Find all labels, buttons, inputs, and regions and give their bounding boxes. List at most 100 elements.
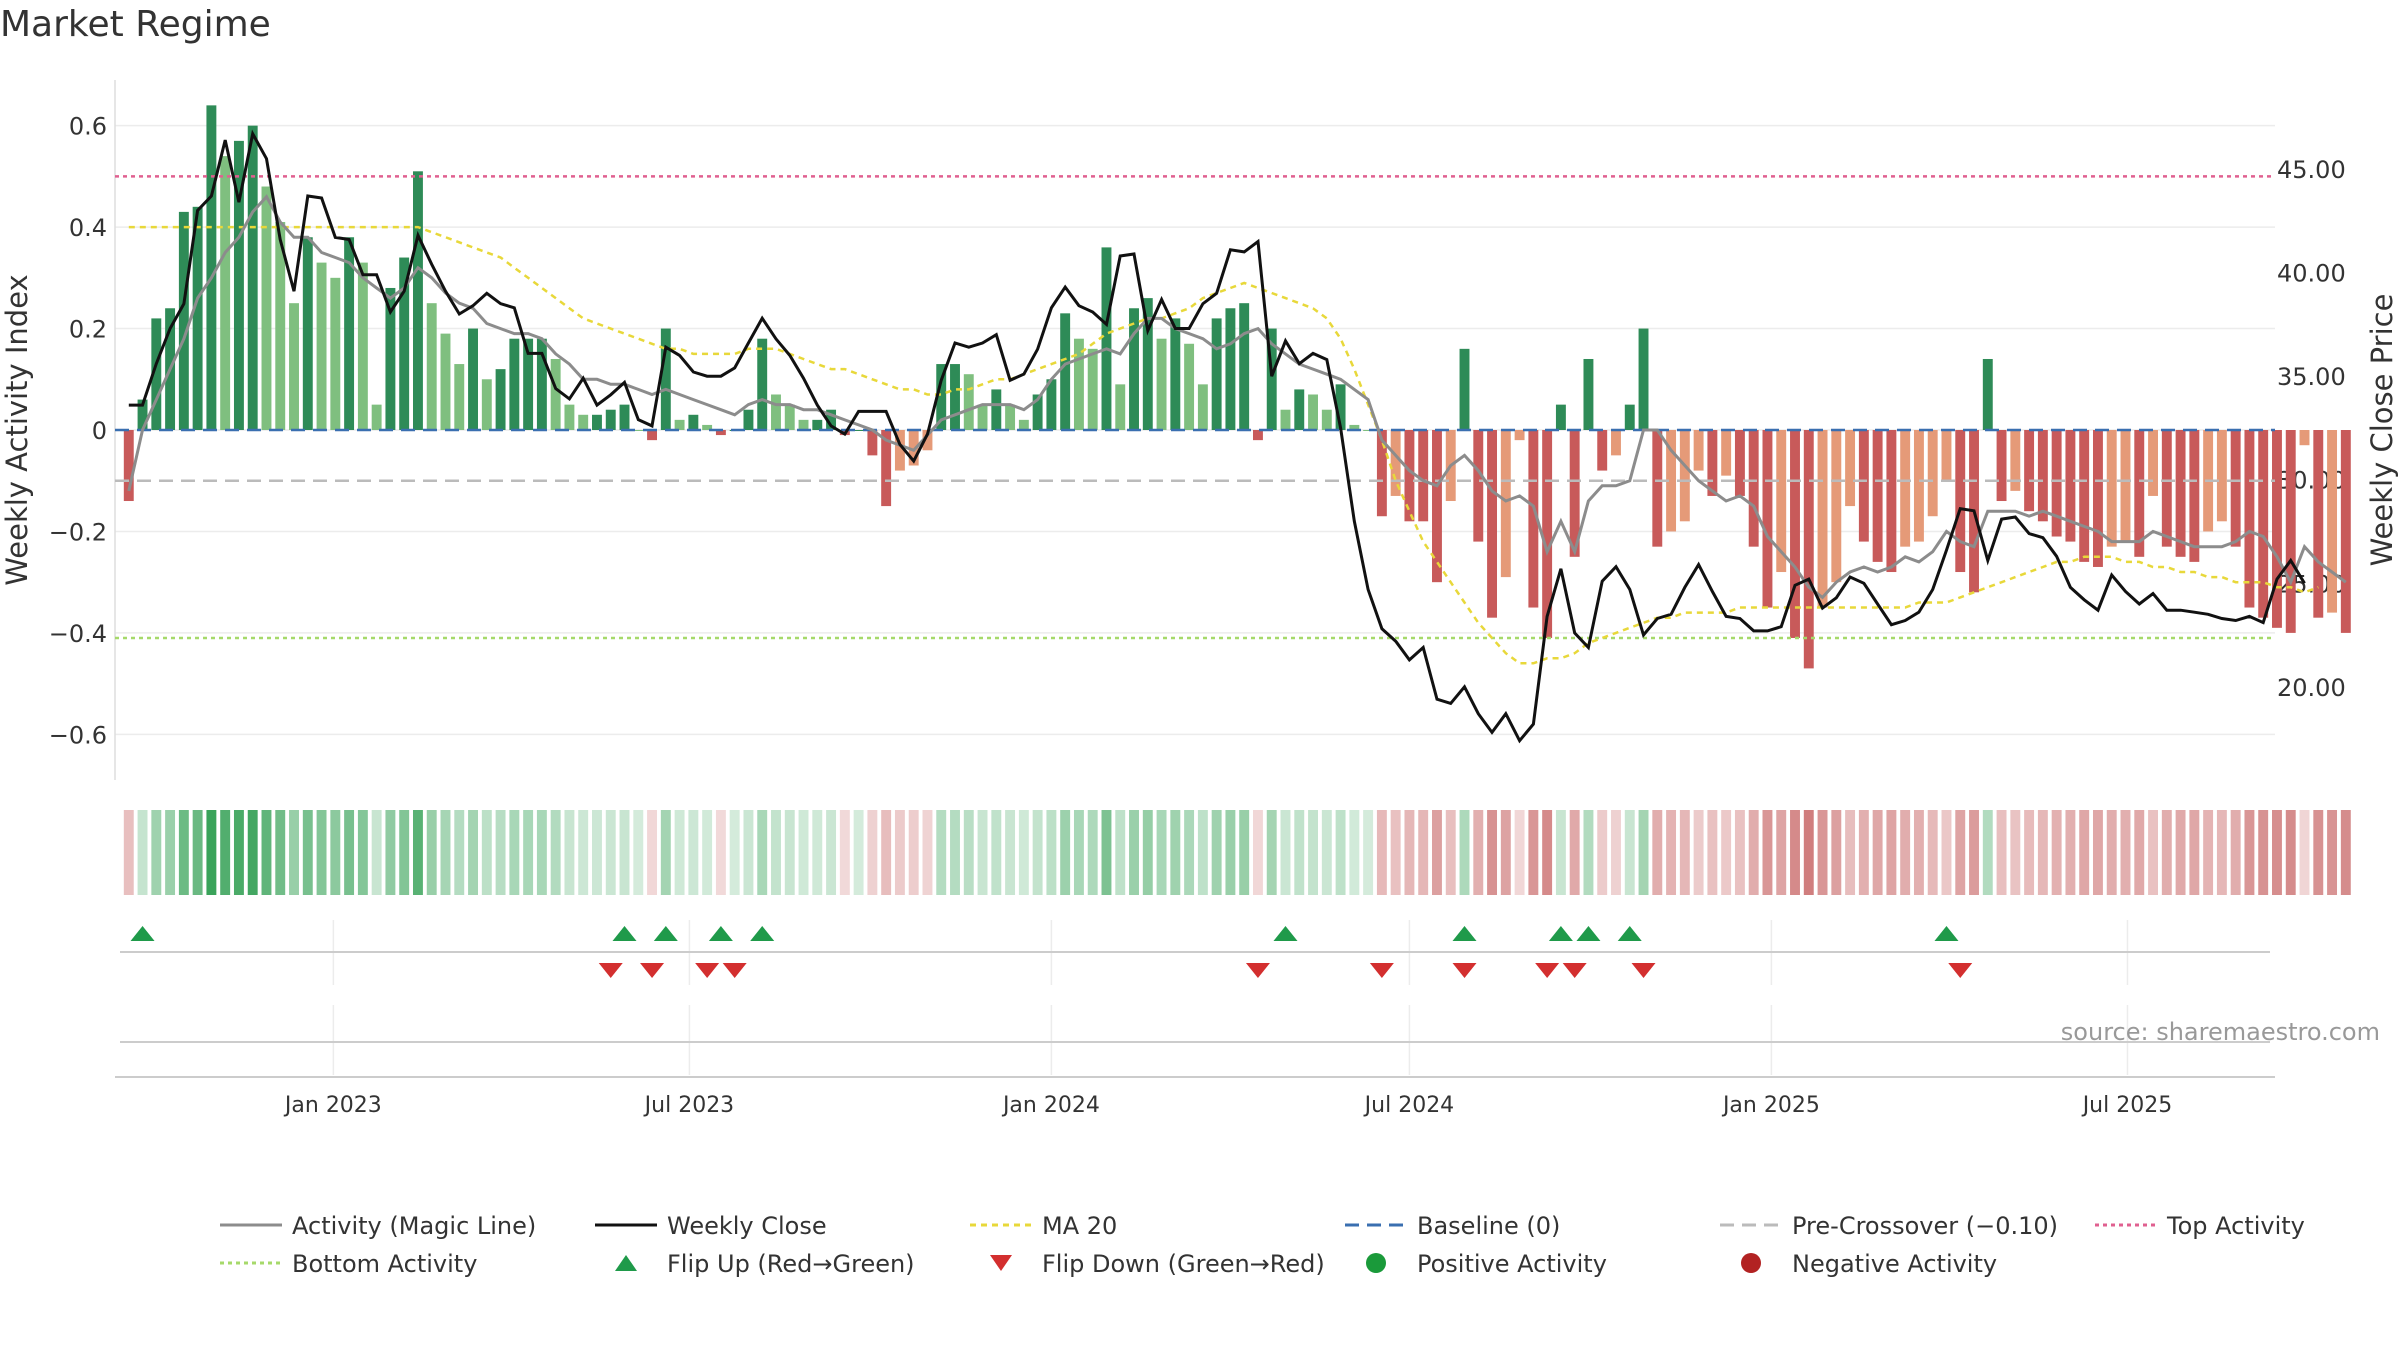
activity-bar (977, 404, 988, 430)
legend-label: Flip Up (Red→Green) (667, 1250, 915, 1278)
flip-down-marker (1535, 963, 1560, 978)
legend-label: Flip Down (Green→Red) (1042, 1250, 1325, 1278)
activity-bar (440, 333, 451, 430)
activity-bar (1996, 430, 2007, 502)
regime-cell (1432, 810, 1442, 895)
activity-bar (826, 409, 837, 430)
activity-panel: 0.60.40.20−0.2−0.4−0.645.0040.0035.0030.… (49, 80, 2351, 780)
activity-bar (1624, 404, 1635, 430)
flip-down-marker (722, 963, 747, 978)
regime-cell (344, 810, 355, 895)
regime-cell (564, 810, 575, 895)
regime-cell (1652, 810, 1663, 895)
regime-cell (1018, 810, 1029, 895)
activity-bar (1101, 247, 1112, 430)
activity-bar (1156, 338, 1167, 430)
regime-cell (1927, 810, 1938, 895)
activity-bar (1239, 303, 1250, 430)
activity-bar (908, 430, 919, 466)
flip-markers-panel (120, 920, 2270, 985)
activity-bar (233, 140, 244, 430)
x-tick-label: Jul 2023 (643, 1093, 735, 1118)
activity-bar (936, 364, 947, 430)
legend-label: Top Activity (2166, 1212, 2305, 1240)
activity-bar (1418, 430, 1429, 522)
regime-cell (1776, 810, 1787, 895)
legend-label: Negative Activity (1792, 1250, 1997, 1278)
regime-cell (660, 810, 671, 895)
ma20-line (128, 225, 2319, 665)
activity-magic-line (127, 194, 2347, 600)
regime-cell (165, 810, 176, 895)
regime-cell (771, 810, 781, 895)
regime-cell (1900, 810, 1911, 895)
activity-bar (1776, 430, 1787, 573)
weekly-close-line (128, 129, 2306, 744)
regime-cell (247, 810, 258, 895)
regime-cell (1583, 810, 1594, 895)
activity-bar (1569, 430, 1580, 557)
activity-bar (220, 156, 231, 430)
flip-down-marker (1369, 963, 1394, 978)
regime-cell (1693, 810, 1704, 895)
activity-bar (2216, 430, 2227, 522)
activity-bar (1087, 348, 1098, 430)
regime-cell (2258, 810, 2269, 895)
x-tick-label: Jul 2025 (2081, 1093, 2173, 1118)
regime-cell (1721, 810, 1732, 895)
y2-tick-label: 20.00 (2277, 674, 2346, 702)
activity-bar (592, 414, 602, 430)
activity-bar (660, 328, 671, 430)
flip-down-marker (1948, 963, 1973, 978)
activity-bar (385, 287, 396, 430)
regime-cell (2065, 810, 2076, 895)
regime-cell (2148, 810, 2158, 895)
regime-cell (1211, 810, 1222, 895)
activity-bar (1060, 313, 1071, 430)
regime-cell (2037, 810, 2048, 895)
activity-bar (757, 338, 768, 430)
activity-bar (2106, 430, 2117, 547)
activity-bar (564, 404, 575, 430)
y-tick-label: 0.6 (69, 113, 107, 141)
activity-bar (1955, 430, 1966, 573)
regime-cell (2024, 810, 2035, 895)
activity-bar (963, 374, 974, 430)
regime-cell (1831, 810, 1842, 895)
regime-cell (412, 810, 423, 895)
regime-cell (1184, 810, 1195, 895)
regime-cell (468, 810, 478, 895)
activity-bar (2327, 430, 2338, 613)
legend-swatch (615, 1255, 637, 1271)
regime-cell (289, 810, 299, 895)
regime-cell (839, 810, 850, 895)
activity-bar (688, 414, 699, 430)
regime-cell (1514, 810, 1525, 895)
activity-bar (1073, 338, 1084, 430)
regime-cell (633, 810, 644, 895)
regime-cell (220, 810, 231, 895)
activity-bar (302, 237, 313, 430)
activity-bar (1390, 430, 1401, 496)
activity-bar (894, 430, 905, 471)
regime-cell (1679, 810, 1690, 895)
regime-cell (619, 810, 630, 895)
activity-bar (633, 430, 644, 431)
regime-cell (592, 810, 602, 895)
activity-bar (1941, 430, 1952, 481)
activity-bar (137, 399, 148, 430)
legend-item: Flip Up (Red→Green) (615, 1250, 915, 1278)
activity-bar (261, 186, 272, 430)
regime-cell (1101, 810, 1112, 895)
activity-bar (2340, 430, 2351, 633)
activity-bar (330, 277, 341, 430)
regime-cell (1597, 810, 1608, 895)
activity-bar (1583, 358, 1594, 430)
date-axis-panel: Jan 2023 Jul 2023 Jan 2024 Jul 2024 Jan 2025… (115, 1005, 2275, 1118)
regime-cell (1363, 810, 1374, 895)
regime-cell (1624, 810, 1635, 895)
activity-bar (605, 409, 616, 430)
activity-bar (2134, 430, 2145, 557)
activity-bar (1432, 430, 1442, 583)
regime-cell (1087, 810, 1098, 895)
